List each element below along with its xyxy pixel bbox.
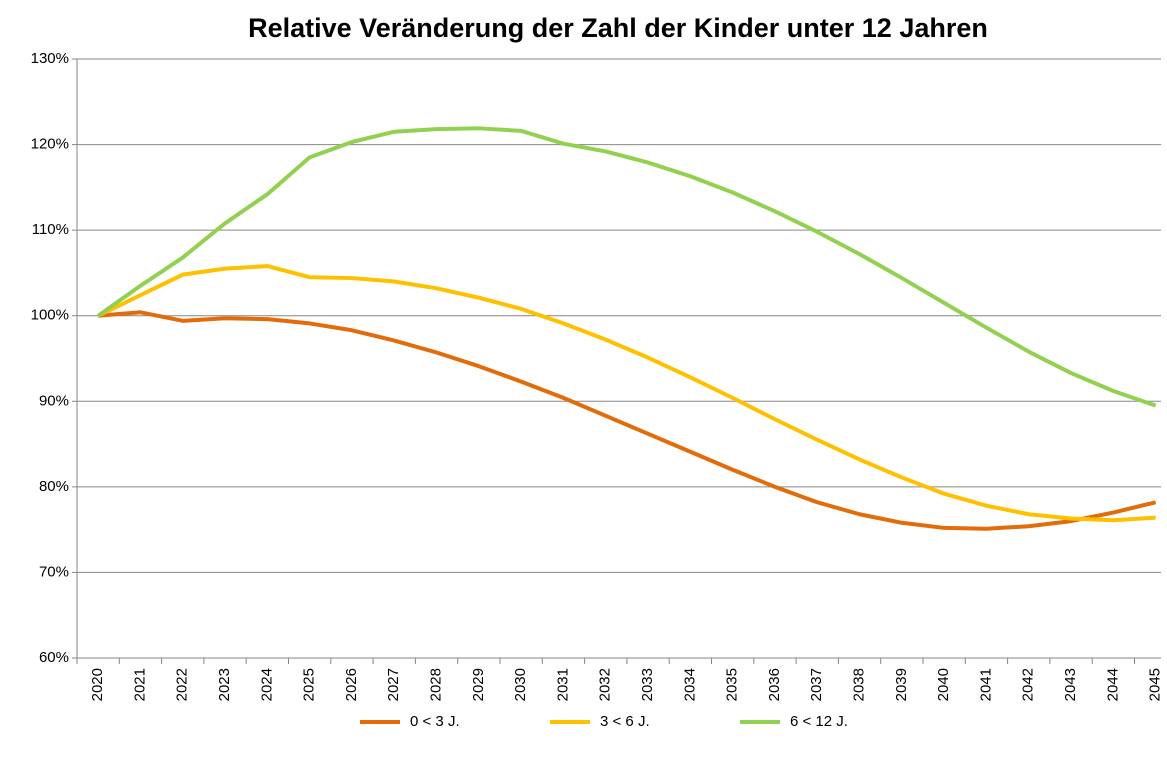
x-tick-label: 2023 bbox=[216, 668, 233, 701]
series-line bbox=[97, 264, 1156, 523]
legend-label: 6 < 12 J. bbox=[790, 713, 848, 730]
x-tick-label: 2041 bbox=[977, 668, 994, 701]
x-tick-label: 2020 bbox=[89, 668, 106, 701]
y-tick-label: 130% bbox=[31, 50, 69, 67]
x-tick-label: 2038 bbox=[851, 668, 868, 701]
x-tick-label: 2025 bbox=[301, 668, 318, 701]
x-tick-label: 2027 bbox=[385, 668, 402, 701]
x-tick-label: 2022 bbox=[174, 668, 191, 701]
x-tick-label: 2042 bbox=[1020, 668, 1037, 701]
y-tick-label: 110% bbox=[32, 221, 69, 238]
legend-label: 0 < 3 J. bbox=[410, 713, 460, 730]
x-tick-label: 2035 bbox=[724, 668, 741, 701]
x-tick-label: 2034 bbox=[681, 668, 698, 701]
x-tick-label: 2021 bbox=[131, 668, 148, 701]
x-tick-label: 2024 bbox=[258, 668, 275, 701]
x-tick-label: 2039 bbox=[893, 668, 910, 701]
series-line bbox=[96, 126, 1157, 408]
x-tick-label: 2033 bbox=[639, 668, 656, 701]
x-tick-label: 2040 bbox=[935, 668, 952, 701]
x-tick-label: 2045 bbox=[1147, 668, 1164, 701]
y-tick-label: 80% bbox=[39, 478, 69, 495]
y-tick-label: 60% bbox=[39, 649, 69, 666]
y-tick-label: 90% bbox=[39, 392, 69, 409]
chart-title: Relative Veränderung der Zahl der Kinder… bbox=[248, 13, 988, 43]
series-line bbox=[97, 310, 1157, 531]
x-tick-label: 2043 bbox=[1062, 668, 1079, 701]
y-tick-label: 70% bbox=[39, 563, 69, 580]
x-tick-label: 2028 bbox=[428, 668, 445, 701]
x-tick-label: 2026 bbox=[343, 668, 360, 701]
x-tick-label: 2044 bbox=[1104, 668, 1121, 701]
x-tick-label: 2030 bbox=[512, 668, 529, 701]
y-tick-label: 120% bbox=[31, 136, 69, 153]
x-tick-label: 2037 bbox=[808, 668, 825, 701]
y-tick-label: 100% bbox=[31, 307, 69, 324]
legend-label: 3 < 6 J. bbox=[600, 713, 650, 730]
x-tick-label: 2032 bbox=[597, 668, 614, 701]
x-tick-label: 2029 bbox=[470, 668, 487, 701]
x-tick-label: 2036 bbox=[766, 668, 783, 701]
x-tick-label: 2031 bbox=[554, 668, 571, 701]
